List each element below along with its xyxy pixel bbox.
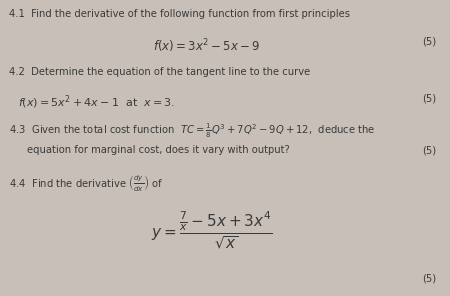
Text: (5): (5) bbox=[423, 93, 436, 103]
Text: 4.4  Find the derivative $\left(\frac{dy}{dx}\right)$ of: 4.4 Find the derivative $\left(\frac{dy}… bbox=[9, 173, 163, 193]
Text: $f(x) = 3x^2 - 5x - 9$: $f(x) = 3x^2 - 5x - 9$ bbox=[153, 37, 261, 54]
Text: 4.3  Given the total cost function  $TC = \frac{1}{8}Q^3 + 7Q^2 - 9Q + 12$,  ded: 4.3 Given the total cost function $TC = … bbox=[9, 121, 376, 140]
Text: (5): (5) bbox=[423, 145, 436, 155]
Text: 4.1  Find the derivative of the following function from first principles: 4.1 Find the derivative of the following… bbox=[9, 9, 350, 19]
Text: $y = \dfrac{\frac{7}{x} - 5x + 3x^4}{\sqrt{x}}$: $y = \dfrac{\frac{7}{x} - 5x + 3x^4}{\sq… bbox=[151, 210, 272, 251]
Text: 4.2  Determine the equation of the tangent line to the curve: 4.2 Determine the equation of the tangen… bbox=[9, 67, 310, 77]
Text: (5): (5) bbox=[423, 274, 436, 284]
Text: equation for marginal cost, does it vary with output?: equation for marginal cost, does it vary… bbox=[27, 145, 290, 155]
Text: $f(x) = 5x^2 + 4x - 1$  at  $x = 3.$: $f(x) = 5x^2 + 4x - 1$ at $x = 3.$ bbox=[18, 93, 176, 111]
Text: (5): (5) bbox=[423, 37, 436, 47]
